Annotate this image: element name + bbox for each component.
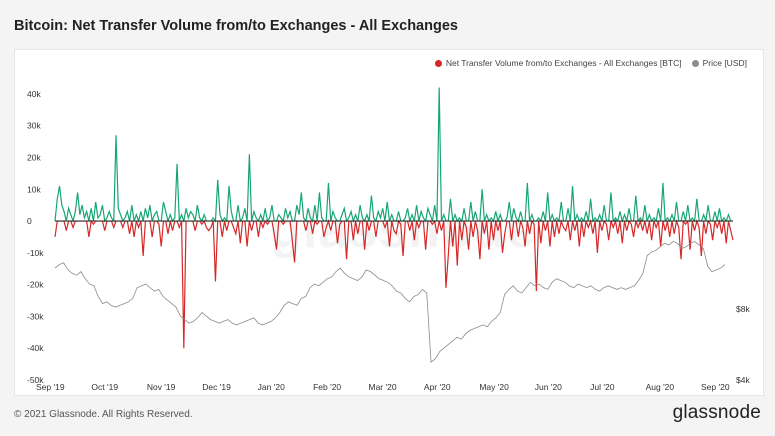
y-axis-right-tick-label: $8k (736, 304, 750, 314)
x-axis-tick-label: Jan '20 (258, 382, 285, 392)
x-axis-tick-label: Sep '20 (701, 382, 730, 392)
x-axis-tick-label: Nov '19 (147, 382, 176, 392)
x-axis-tick-label: May '20 (479, 382, 509, 392)
y-axis-left-tick-label: 0 (27, 216, 32, 226)
legend-item-net-volume[interactable]: Net Transfer Volume from/to Exchanges - … (434, 58, 682, 68)
x-axis-tick-label: Dec '19 (202, 382, 231, 392)
x-axis-tick-label: Mar '20 (369, 382, 397, 392)
legend-dot-icon (691, 59, 699, 67)
net-volume-negative-line (54, 218, 734, 349)
x-axis-tick-label: Feb '20 (313, 382, 341, 392)
y-axis-left-tick-label: 10k (27, 184, 41, 194)
y-axis-left-tick-label: 30k (27, 121, 41, 131)
y-axis-left-tick-label: -50k (27, 375, 44, 385)
legend-label-net-volume: Net Transfer Volume from/to Exchanges - … (445, 58, 682, 68)
x-axis-tick-label: Apr '20 (424, 382, 451, 392)
y-axis-right-tick-label: $4k (736, 375, 750, 385)
x-axis-tick-label: Jul '20 (590, 382, 615, 392)
legend: Net Transfer Volume from/to Exchanges - … (434, 58, 747, 68)
page-title: Bitcoin: Net Transfer Volume from/to Exc… (14, 18, 458, 34)
legend-label-price: Price [USD] (702, 58, 747, 68)
x-axis-tick-label: Oct '19 (91, 382, 118, 392)
net-volume-positive-line (54, 87, 733, 224)
y-axis-left-tick-label: 40k (27, 89, 41, 99)
y-axis-left-tick-label: -40k (27, 343, 44, 353)
y-axis-left-tick-label: -30k (27, 311, 44, 321)
x-axis-tick-label: Sep '19 (36, 382, 65, 392)
y-axis-left-tick-label: -20k (27, 280, 44, 290)
legend-dot-icon (434, 59, 442, 67)
chart-plot[interactable]: 40k 30k 20k 10k 0 -10k -20k -30k -40k -50k $8k $4k S… (15, 50, 763, 395)
glassnode-logo[interactable]: glassnode (672, 402, 761, 423)
y-axis-left-tick-label: 20k (27, 152, 41, 162)
chart-card: Net Transfer Volume from/to Exchanges - … (14, 49, 764, 396)
footer-copyright: © 2021 Glassnode. All Rights Reserved. (14, 409, 193, 420)
y-axis-left-tick-label: -10k (27, 248, 44, 258)
x-axis-tick-label: Aug '20 (646, 382, 675, 392)
legend-item-price[interactable]: Price [USD] (691, 58, 747, 68)
price-line (54, 240, 726, 364)
x-axis-tick-label: Jun '20 (535, 382, 562, 392)
